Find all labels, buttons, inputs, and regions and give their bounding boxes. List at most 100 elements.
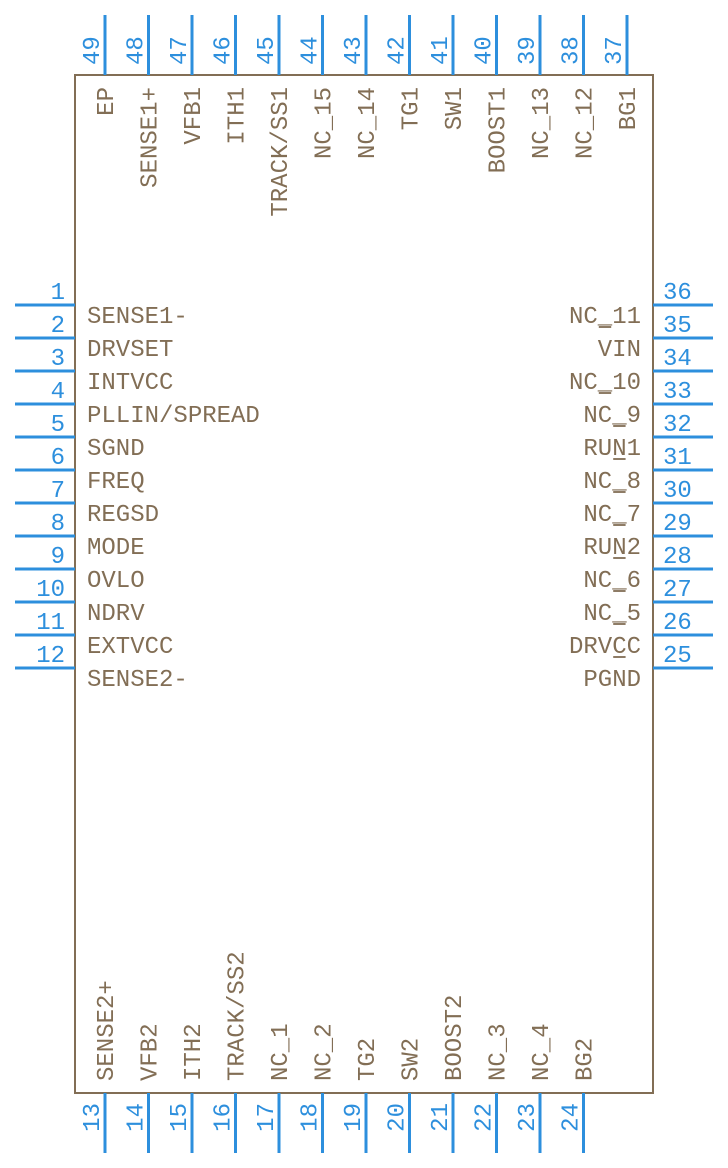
- pin-number: 14: [124, 1103, 151, 1132]
- pin-number: 43: [341, 36, 368, 65]
- pin-bottom-24: 24 BG2: [559, 1038, 600, 1153]
- pin-number: 15: [167, 1103, 194, 1132]
- pin-label: MODE: [87, 535, 145, 562]
- pin-label: DRVSET: [87, 337, 173, 364]
- pin-number: 18: [298, 1103, 325, 1132]
- pin-label: TG2: [355, 1038, 382, 1081]
- pin-number: 46: [211, 36, 238, 65]
- pin-label: SW2: [399, 1038, 426, 1081]
- pin-number: 35: [663, 313, 692, 340]
- pin-bottom-18: 18 NC_2: [298, 1023, 339, 1153]
- pin-label: BG1: [616, 87, 643, 130]
- pin-number: 4: [51, 379, 65, 406]
- pin-label: SENSE2+: [94, 980, 121, 1081]
- pin-top-43: 43 NC_14: [341, 15, 382, 159]
- pin-label: RUN2: [583, 535, 641, 562]
- pin-label: RUN1: [583, 436, 641, 463]
- pin-number: 10: [36, 577, 65, 604]
- pin-number: 28: [663, 544, 692, 571]
- pin-number: 32: [663, 412, 692, 439]
- pin-bottom-22: 22NC_3: [472, 1023, 513, 1153]
- pin-number: 48: [124, 36, 151, 65]
- pin-number: 11: [36, 610, 65, 637]
- pin-label: BOOST2: [442, 995, 469, 1081]
- pin-label: ITH1: [225, 87, 252, 145]
- pin-number: 34: [663, 346, 692, 373]
- pin-number: 26: [663, 610, 692, 637]
- pin-number: 8: [51, 511, 65, 538]
- pin-label: PGND: [583, 667, 641, 694]
- pin-number: 22: [472, 1103, 499, 1132]
- pin-top-38: 38 NC_12: [559, 15, 600, 159]
- pin-label: NC_9: [583, 403, 641, 430]
- pin-number: 30: [663, 478, 692, 505]
- pin-label: EP: [94, 87, 121, 116]
- pin-top-37: 37 BG1: [602, 15, 643, 130]
- pin-label: NC_13: [529, 87, 556, 159]
- pin-bottom-17: 17 NC_1: [254, 1023, 295, 1153]
- pin-label: PLLIN/SPREAD: [87, 403, 260, 430]
- pin-number: 6: [51, 445, 65, 472]
- pin-bottom-15: 15 ITH2: [167, 1023, 208, 1153]
- pin-label: VIN: [598, 337, 641, 364]
- pin-label: NC_1: [268, 1023, 295, 1081]
- chip-pinout-diagram: 1SENSE1-2DRVSET3INTVCC4PLLIN/SPREAD5SGND…: [0, 0, 728, 1168]
- pin-number: 9: [51, 544, 65, 571]
- pin-number: 41: [428, 36, 455, 65]
- pin-label: BOOST1: [486, 87, 513, 173]
- pin-number: 47: [167, 36, 194, 65]
- pin-label: SENSE1+: [138, 87, 165, 188]
- pin-label: NC_2: [312, 1023, 339, 1081]
- pin-label: BG2: [573, 1038, 600, 1081]
- pin-number: 24: [559, 1103, 586, 1132]
- pin-number: 40: [472, 36, 499, 65]
- pin-number: 33: [663, 379, 692, 406]
- pin-bottom-13: 13SENSE2+: [80, 980, 121, 1153]
- pin-label: NC_8: [583, 469, 641, 496]
- pin-label: REGSD: [87, 502, 159, 529]
- pin-number: 3: [51, 346, 65, 373]
- pin-label: NDRV: [87, 601, 145, 628]
- pin-label: VFB1: [181, 87, 208, 145]
- pin-number: 27: [663, 577, 692, 604]
- pin-number: 44: [298, 36, 325, 65]
- pin-number: 2: [51, 313, 65, 340]
- pin-number: 16: [211, 1103, 238, 1132]
- pin-label: EXTVCC: [87, 634, 173, 661]
- pin-number: 37: [602, 36, 629, 65]
- pin-number: 49: [80, 36, 107, 65]
- pin-number: 25: [663, 643, 692, 670]
- pin-label: NC_15: [312, 87, 339, 159]
- pin-top-46: 46 ITH1: [211, 15, 252, 145]
- pin-number: 12: [36, 643, 65, 670]
- pin-bottom-23: 23NC_4: [515, 1023, 556, 1153]
- pin-number: 21: [428, 1103, 455, 1132]
- pin-label: ITH2: [181, 1023, 208, 1081]
- pin-top-44: 44 NC_15: [298, 15, 339, 159]
- pin-label: FREQ: [87, 469, 145, 496]
- pin-number: 7: [51, 478, 65, 505]
- pin-number: 31: [663, 445, 692, 472]
- pin-top-47: 47 VFB1: [167, 15, 208, 145]
- pin-top-49: 49 EP: [80, 15, 121, 116]
- pin-label: INTVCC: [87, 370, 173, 397]
- pin-label: SGND: [87, 436, 145, 463]
- pin-label: SENSE2-: [87, 667, 188, 694]
- pin-label: NC_12: [573, 87, 600, 159]
- pin-number: 17: [254, 1103, 281, 1132]
- pin-bottom-14: 14VFB2: [124, 1023, 165, 1153]
- pin-label: DRVCC: [569, 634, 641, 661]
- pin-top-41: 41SW1: [428, 15, 469, 130]
- pin-bottom-19: 19TG2: [341, 1038, 382, 1153]
- pin-label: NC_14: [355, 87, 382, 159]
- pin-top-42: 42TG1: [385, 15, 426, 130]
- pin-label: NC_5: [583, 601, 641, 628]
- pin-number: 38: [559, 36, 586, 65]
- pin-label: NC_6: [583, 568, 641, 595]
- pin-top-39: 39NC_13: [515, 15, 556, 159]
- pin-label: TRACK/SS2: [225, 951, 252, 1081]
- pin-number: 20: [385, 1103, 412, 1132]
- pin-top-45: 45TRACK/SS1: [254, 15, 295, 217]
- pin-number: 29: [663, 511, 692, 538]
- pin-number: 42: [385, 36, 412, 65]
